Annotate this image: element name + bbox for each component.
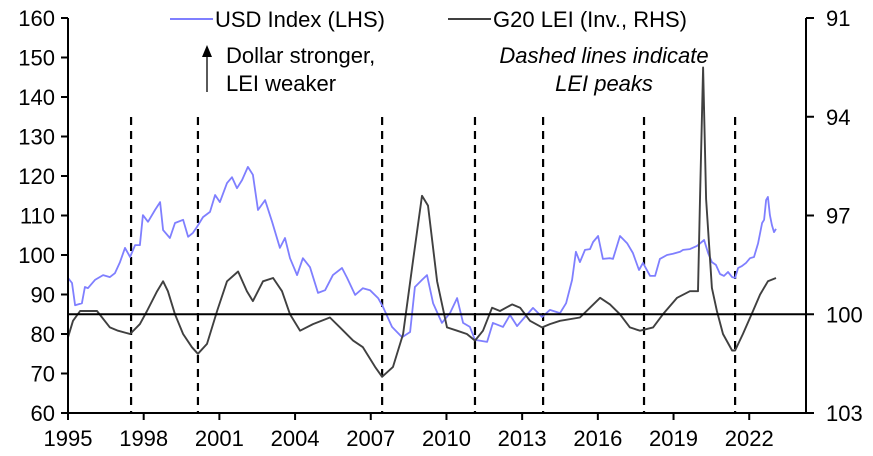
right-y-tick-label: 103 — [826, 401, 863, 426]
left-y-tick-label: 90 — [31, 283, 55, 308]
x-tick-label: 2013 — [498, 426, 547, 451]
arrow-annotation: Dollar stronger, LEI weaker — [202, 43, 375, 96]
right-y-tick-label: 97 — [826, 204, 850, 229]
left-y-tick-label: 60 — [31, 401, 55, 426]
left-y-tick-label: 130 — [18, 125, 55, 150]
x-tick-label: 1998 — [119, 426, 168, 451]
series-line-g20-lei — [67, 66, 777, 378]
right-y-tick-label: 91 — [826, 6, 850, 31]
annotation-dollar-stronger: Dollar stronger, — [226, 43, 375, 68]
annotation-lei-peaks: LEI peaks — [555, 71, 653, 96]
left-y-tick-label: 150 — [18, 46, 55, 71]
left-y-tick-label: 110 — [20, 204, 55, 229]
series-lines — [67, 66, 777, 378]
annotation-lei-weaker: LEI weaker — [226, 71, 336, 96]
left-y-tick-label: 80 — [31, 322, 55, 347]
x-tick-label: 2016 — [573, 426, 622, 451]
series-line-usd-index — [67, 165, 777, 343]
lei-peak-dashed-lines — [129, 117, 737, 413]
x-tick-label: 2004 — [271, 426, 320, 451]
annotation-dashed-lines-indicate: Dashed lines indicate — [499, 43, 708, 68]
left-y-tick-label: 70 — [31, 362, 55, 387]
dashed-lines-note: Dashed lines indicate LEI peaks — [499, 43, 708, 96]
x-tick-label: 2007 — [346, 426, 395, 451]
left-y-tick-label: 140 — [18, 85, 55, 110]
legend-label-g20-lei: G20 LEI (Inv., RHS) — [493, 7, 687, 32]
x-tick-label: 2019 — [649, 426, 698, 451]
up-arrow-icon — [202, 45, 212, 57]
x-tick-label: 2022 — [725, 426, 774, 451]
left-y-tick-label: 100 — [18, 243, 55, 268]
x-tick-label: 2001 — [195, 426, 244, 451]
x-tick-label: 2010 — [422, 426, 471, 451]
x-tick-label: 1995 — [44, 426, 93, 451]
left-y-tick-label: 120 — [18, 164, 55, 189]
legend-label-usd-index: USD Index (LHS) — [215, 7, 385, 32]
right-y-tick-label: 100 — [826, 302, 863, 327]
right-y-tick-label: 94 — [826, 105, 850, 130]
axes: 60 70 80 90 100 110 120 130 140 150 160 91 94 97 100 10… — [18, 6, 862, 451]
left-y-tick-label: 160 — [18, 6, 55, 31]
legend: USD Index (LHS) G20 LEI (Inv., RHS) — [170, 7, 687, 32]
